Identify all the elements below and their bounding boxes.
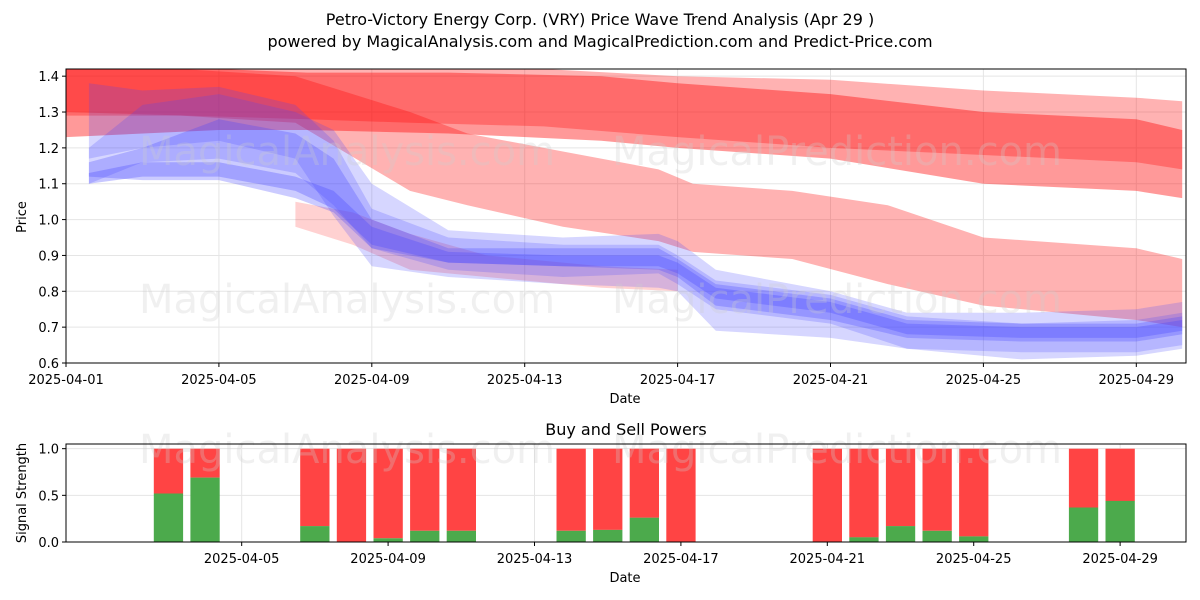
- price-x-tick-label: 2025-04-25: [946, 373, 1022, 388]
- price-panel: MagicalAnalysis.com MagicalPrediction.co…: [15, 68, 1187, 407]
- price-y-tick-label: 0.6: [38, 357, 59, 372]
- price-y-tick-label: 0.7: [38, 321, 59, 336]
- buy-power-bar: [153, 493, 184, 542]
- sell-power-bar: [446, 448, 476, 531]
- sell-power-bar: [556, 448, 586, 531]
- blue-wave-band-6: [88, 83, 1183, 353]
- power-y-axis-label: Signal Strength: [15, 443, 30, 543]
- buy-power-bar: [629, 517, 659, 542]
- price-x-tick-label: 2025-04-05: [181, 373, 257, 388]
- buy-power-bar: [593, 529, 623, 542]
- figure-title: Petro-Victory Energy Corp. (VRY) Price W…: [326, 10, 874, 29]
- sell-power-bar: [190, 448, 220, 478]
- buy-power-bar: [373, 538, 403, 542]
- power-x-tick-label: 2025-04-21: [790, 552, 866, 567]
- price-plot-frame: [65, 68, 1187, 364]
- sell-power-bar: [1105, 448, 1135, 501]
- power-y-tick-label: 0.5: [38, 489, 59, 504]
- power-bars: [153, 448, 1135, 542]
- sell-power-bar: [666, 448, 696, 542]
- power-x-tick-label: 2025-04-05: [204, 552, 280, 567]
- red-wave-band-2: [66, 69, 1183, 199]
- price-x-tick-label: 2025-04-09: [334, 373, 410, 388]
- watermark-analysis-top: MagicalAnalysis.com: [139, 129, 555, 175]
- sell-power-bar: [885, 448, 916, 527]
- sell-power-bar: [593, 448, 623, 530]
- buy-power-bar: [190, 477, 220, 542]
- buy-power-bar: [1068, 507, 1099, 542]
- sell-power-bar: [373, 448, 403, 539]
- price-x-tick-label: 2025-04-21: [793, 373, 869, 388]
- price-y-tick-label: 1.4: [38, 70, 59, 85]
- sell-power-bar: [849, 448, 879, 538]
- power-y-tick-label: 0.0: [38, 536, 59, 551]
- power-plot-frame: [65, 443, 1187, 543]
- power-panel: Buy and Sell Powers MagicalAnalysis.com …: [15, 420, 1187, 586]
- blue-wave-band-5: [88, 94, 1183, 360]
- price-y-tick-label: 1.2: [38, 142, 59, 157]
- buy-power-bar: [556, 530, 586, 542]
- power-x-ticks: 2025-04-05 2025-04-09 2025-04-13 2025-04-17…: [204, 542, 1158, 567]
- power-x-tick-label: 2025-04-13: [497, 552, 573, 567]
- watermark-analysis-bottom: MagicalAnalysis.com: [139, 427, 555, 473]
- power-x-tick-label: 2025-04-17: [643, 552, 719, 567]
- sell-power-bar: [812, 448, 842, 542]
- watermark-prediction-mid: MagicalPrediction.com: [612, 277, 1062, 323]
- price-x-tick-label: 2025-04-17: [640, 373, 716, 388]
- price-y-tick-label: 1.0: [38, 214, 59, 229]
- red-wave-band-1: [66, 69, 1183, 170]
- power-x-tick-label: 2025-04-25: [936, 552, 1012, 567]
- sell-power-bar: [300, 448, 330, 527]
- power-y-tick-label: 1.0: [38, 443, 59, 458]
- sell-power-bar: [959, 448, 989, 537]
- price-x-tick-label: 2025-04-13: [487, 373, 563, 388]
- price-y-axis-label: Price: [15, 201, 30, 233]
- buy-power-bar: [959, 536, 989, 542]
- buy-power-bar: [1105, 500, 1135, 542]
- watermark-analysis-mid: MagicalAnalysis.com: [139, 277, 555, 323]
- sell-power-bar: [410, 448, 440, 531]
- sell-power-bar: [922, 448, 952, 531]
- power-x-axis-label: Date: [609, 571, 640, 586]
- buy-power-bar: [922, 530, 952, 542]
- blue-wave-band-7: [88, 119, 1183, 342]
- power-chart-title: Buy and Sell Powers: [545, 420, 707, 439]
- watermark-prediction-bottom: MagicalPrediction.com: [612, 427, 1062, 473]
- price-y-tick-label: 1.3: [38, 106, 59, 121]
- sell-power-bar: [336, 448, 367, 542]
- power-x-tick-label: 2025-04-29: [1082, 552, 1158, 567]
- buy-power-bar: [410, 530, 440, 542]
- power-y-ticks: 0.0 0.5 1.0: [38, 443, 66, 551]
- price-y-tick-label: 0.8: [38, 285, 59, 300]
- red-wave-band-3: [66, 69, 1183, 328]
- price-x-tick-label: 2025-04-29: [1099, 373, 1175, 388]
- price-x-tick-label: 2025-04-01: [28, 373, 104, 388]
- price-y-ticks: 0.6 0.7 0.8 0.9 1.0 1.1 1.2 1.3 1.4: [38, 70, 66, 372]
- price-y-tick-label: 1.1: [38, 178, 59, 193]
- figure-subtitle: powered by MagicalAnalysis.com and Magic…: [267, 32, 932, 51]
- buy-power-bar: [885, 526, 916, 542]
- sell-power-bar: [629, 448, 659, 518]
- price-bands: [66, 69, 1183, 360]
- buy-power-bar: [446, 530, 476, 542]
- watermark-prediction-top: MagicalPrediction.com: [612, 129, 1062, 175]
- red-wave-band-4: [295, 201, 678, 292]
- price-x-axis-label: Date: [609, 392, 640, 407]
- buy-power-bar: [300, 526, 330, 542]
- price-y-tick-label: 0.9: [38, 249, 59, 264]
- sell-power-bar: [153, 448, 184, 494]
- sell-power-bar: [1068, 448, 1099, 508]
- buy-power-bar: [849, 537, 879, 542]
- power-x-tick-label: 2025-04-09: [350, 552, 426, 567]
- price-x-ticks: 2025-04-01 2025-04-05 2025-04-09 2025-04-13…: [28, 363, 1174, 388]
